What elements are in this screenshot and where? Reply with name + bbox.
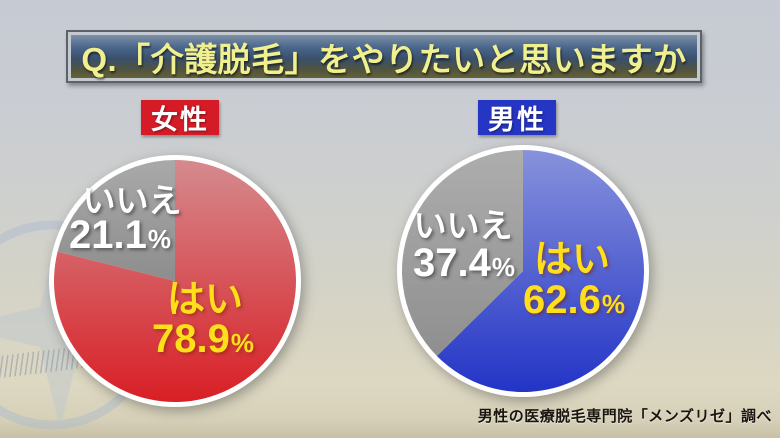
pie-chart-women xyxy=(49,155,301,407)
women-yes-label: はい xyxy=(166,279,243,321)
men-no-label: いいえ xyxy=(413,207,513,244)
source-credit: 男性の医療脱毛専門院「メンズリゼ」調べ xyxy=(477,408,772,425)
men-yes-percent: 62.6 xyxy=(523,278,601,322)
group-label-women: 女性 xyxy=(141,100,219,135)
percent-sign: % xyxy=(601,289,625,319)
women-no-value: 21.1% xyxy=(30,215,210,255)
question-banner: Q.「介護脱毛」をやりたいと思いますか xyxy=(66,30,702,83)
percent-sign: % xyxy=(147,224,171,254)
question-title: Q.「介護脱毛」をやりたいと思いますか xyxy=(81,40,687,78)
pie-slice-no xyxy=(57,160,175,281)
percent-sign: % xyxy=(491,252,515,282)
men-no-percent: 37.4 xyxy=(413,241,491,285)
women-no-percent: 21.1 xyxy=(69,213,147,257)
women-yes-percent: 78.9 xyxy=(152,317,230,361)
pie-slice-no xyxy=(401,150,523,357)
men-yes-value: 62.6% xyxy=(484,280,664,320)
women-yes-value: 78.9% xyxy=(113,319,293,359)
pie-slice-yes xyxy=(436,150,644,392)
men-yes-label: はい xyxy=(533,239,610,281)
men-no-value: 37.4% xyxy=(374,243,554,283)
group-label-men: 男性 xyxy=(478,100,556,135)
women-no-label: いいえ xyxy=(82,182,182,219)
percent-sign: % xyxy=(230,328,254,358)
pie-slice-yes xyxy=(53,160,296,402)
pie-chart-men xyxy=(397,145,649,397)
